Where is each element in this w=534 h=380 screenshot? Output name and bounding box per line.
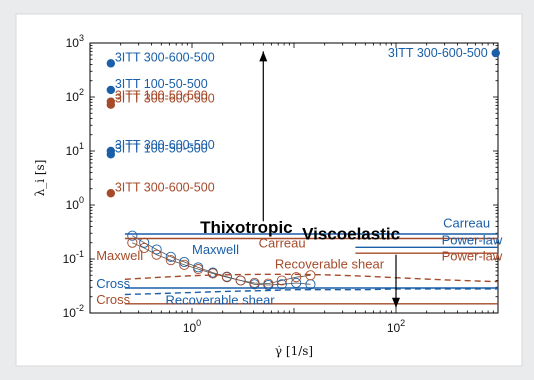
point-label: 3ITT 300-600-500 [115, 50, 215, 64]
annotation-layer: Maxwell Maxwell Carreau Carreau Power-lawPow… [96, 216, 503, 308]
y-tick-label: 10-1 [63, 249, 84, 266]
annotation-maxwell: Maxwell [96, 248, 143, 263]
point-label: 3ITT 100-50-500 [115, 141, 208, 155]
y-tick-label: 103 [66, 33, 84, 50]
series-marker [276, 279, 287, 290]
series-marker [165, 255, 176, 266]
arrow-head [392, 297, 400, 308]
annotation-recoverable-shear: Recoverable shear [275, 256, 385, 271]
series-marker [165, 251, 176, 262]
point-marker [106, 85, 116, 95]
point-label: 3ITT 100-50-500 [115, 77, 208, 91]
point-label: 3ITT 300-600-500 [115, 180, 215, 194]
annotation-carreau: Carreau [443, 216, 490, 231]
arrow-layer [259, 51, 400, 308]
x-axis-label: γ̇ [1/s] [275, 344, 313, 358]
point-marker [106, 100, 116, 109]
y-axis-label: λ_i [s] [33, 160, 47, 197]
annotation-recoverable-shear: Recoverable shear [166, 292, 276, 307]
chart-card [15, 13, 523, 367]
annotation-power-law: Power-law [442, 233, 503, 248]
y-tick-label: 10-2 [63, 303, 84, 320]
point-7: 3ITT 300-600-500 [388, 46, 500, 60]
point-label: 3ITT 100-50-500 [115, 89, 208, 103]
series-marker [207, 268, 218, 279]
annotation-maxwell: Maxwell [192, 242, 239, 257]
point-3: 3ITT 300-600-500 [106, 92, 215, 109]
series-marker [179, 256, 190, 268]
annotation-cross: Cross [96, 292, 130, 307]
point-6: 3ITT 300-600-500 [106, 180, 215, 198]
x-tick-label: 102 [387, 318, 405, 335]
series-marker [221, 272, 232, 283]
series-marker [235, 275, 246, 286]
y-tick-label: 102 [66, 87, 84, 104]
point-0: 3ITT 300-600-500 [106, 50, 215, 68]
point-marker [106, 59, 116, 68]
series-marker [151, 249, 162, 260]
arrow-head [259, 51, 268, 62]
point-label: 3ITT 300-600-500 [388, 46, 488, 60]
axis-ticks [89, 42, 498, 314]
annotation-cross: Cross [96, 276, 130, 291]
y-tick-label: 100 [66, 195, 84, 212]
point-5: 3ITT 100-50-500 [106, 141, 208, 159]
x-tick-label: 100 [183, 318, 201, 335]
y-tick-label: 101 [66, 141, 84, 158]
series-marker [179, 259, 190, 270]
annotation-power-law: Power-law [442, 248, 503, 263]
series-marker [151, 244, 162, 255]
viscoelastic-arrow [392, 254, 400, 308]
series-marker [276, 275, 287, 286]
series-marker [291, 272, 302, 283]
series-layer [124, 230, 499, 305]
point-marker [106, 150, 116, 159]
series-marker [127, 230, 138, 241]
series-marker [139, 242, 150, 254]
point-marker [106, 189, 116, 198]
point-label: 3ITT 300-600-500 [115, 92, 215, 106]
thixotropic-arrow [259, 51, 268, 222]
x-tick-labels: 100 102 [183, 318, 405, 335]
annotation-thixotropic: Thixotropic [200, 218, 293, 237]
series-marker [193, 264, 204, 275]
annotation-viscoelastic: Viscoelastic [302, 224, 400, 243]
y-tick-labels: 103 102 101 100 10-1 10-2 [63, 33, 84, 320]
annotation-carreau: Carreau [259, 235, 306, 250]
point-label: 3ITT 300-600-500 [115, 138, 215, 152]
point-marker [491, 48, 500, 58]
point-1: 3ITT 100-50-500 [106, 77, 208, 95]
